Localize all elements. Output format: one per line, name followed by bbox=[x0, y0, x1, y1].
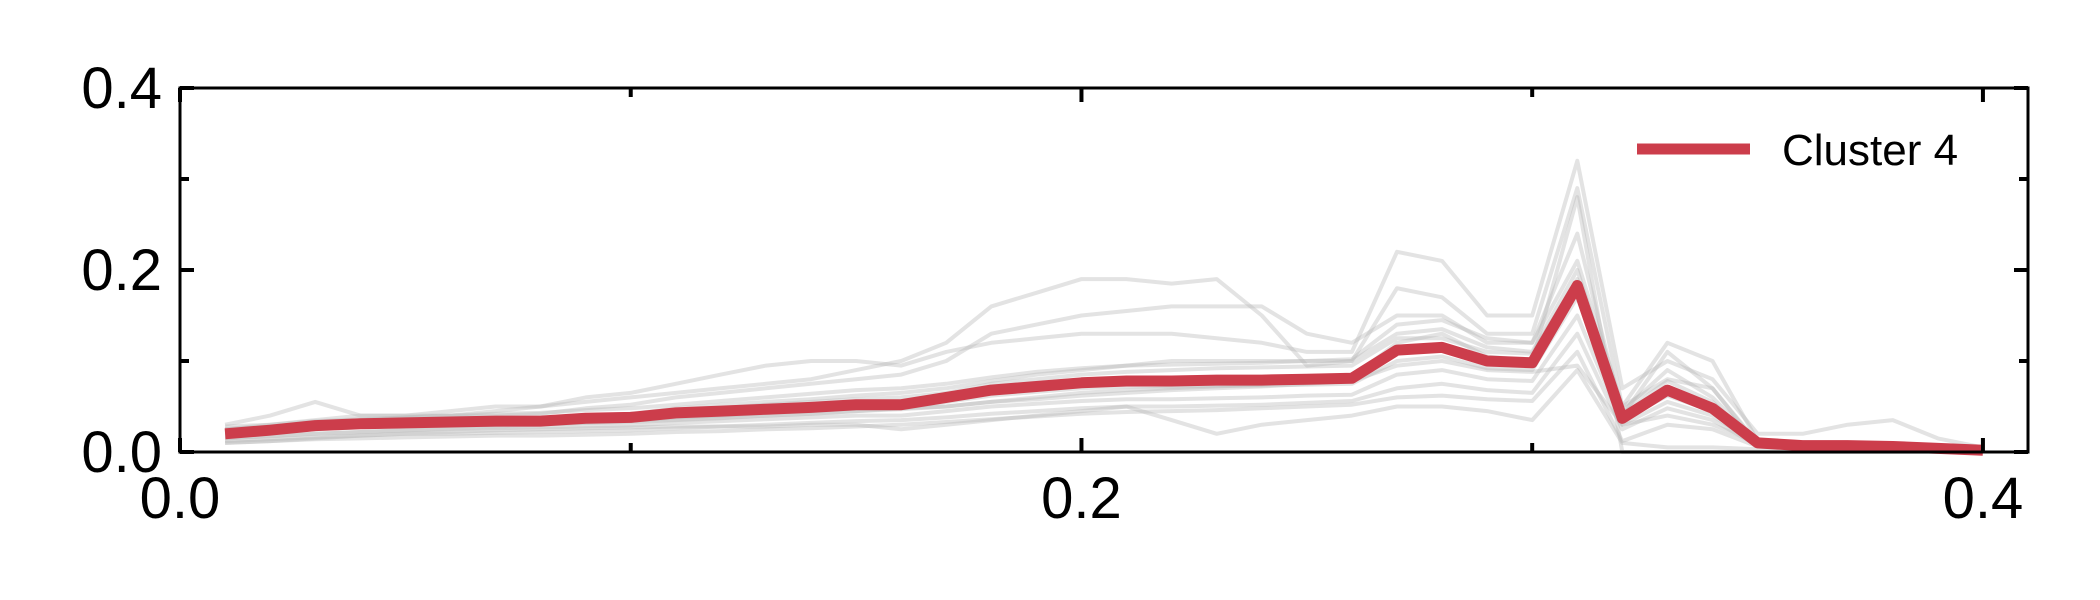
legend-label-cluster-4: Cluster 4 bbox=[1782, 126, 1958, 175]
legend: Cluster 4 bbox=[1637, 126, 1958, 175]
y-tick-label: 0.4 bbox=[81, 56, 162, 121]
x-tick-label: 0.4 bbox=[1943, 466, 2024, 531]
axis-ticks-group bbox=[180, 88, 2028, 452]
plot-frame bbox=[180, 88, 2028, 452]
y-tick-label: 0.0 bbox=[81, 420, 162, 485]
x-tick-label: 0.2 bbox=[1041, 466, 1122, 531]
y-tick-label: 0.2 bbox=[81, 238, 162, 303]
tick-labels-group: 0.0 0.2 0.40.00.20.4 bbox=[81, 56, 2023, 531]
